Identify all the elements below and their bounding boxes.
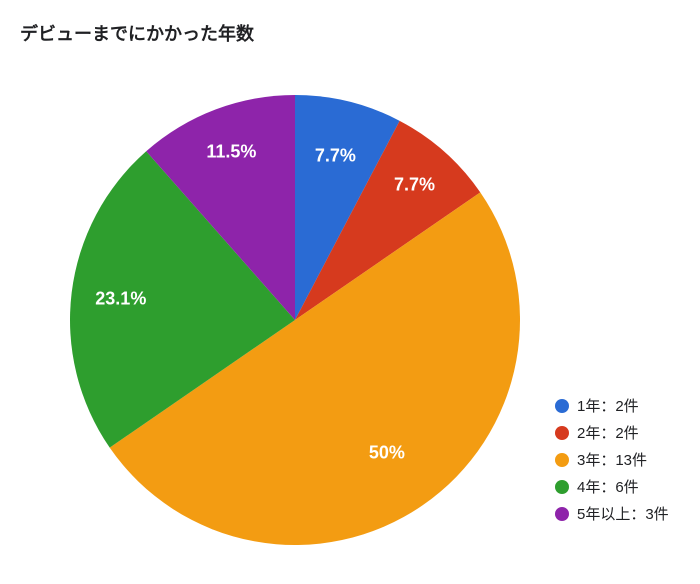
slice-label: 7.7% bbox=[315, 146, 356, 167]
legend-swatch bbox=[555, 399, 569, 413]
slice-label: 7.7% bbox=[394, 175, 435, 196]
legend-swatch bbox=[555, 480, 569, 494]
legend-label: 5年以上：3件 bbox=[577, 503, 669, 524]
legend-label: 3年：13件 bbox=[577, 449, 647, 470]
legend-label: 1年：2件 bbox=[577, 395, 639, 416]
slice-label: 50% bbox=[369, 443, 405, 464]
legend-item: 5年以上：3件 bbox=[555, 503, 669, 524]
chart-title: デビューまでにかかった年数 bbox=[20, 20, 254, 46]
legend-swatch bbox=[555, 453, 569, 467]
legend: 1年：2件 2年：2件 3年：13件 4年：6件 5年以上：3件 bbox=[555, 395, 669, 530]
legend-label: 2年：2件 bbox=[577, 422, 639, 443]
legend-item: 4年：6件 bbox=[555, 476, 669, 497]
legend-swatch bbox=[555, 507, 569, 521]
legend-swatch bbox=[555, 426, 569, 440]
legend-item: 1年：2件 bbox=[555, 395, 669, 416]
legend-item: 2年：2件 bbox=[555, 422, 669, 443]
chart-container: { "chart": { "type": "pie", "title": "デビ… bbox=[0, 0, 700, 584]
pie-chart: 7.7% 7.7% 50% 23.1% 11.5% bbox=[70, 95, 520, 545]
pie-svg bbox=[70, 95, 520, 545]
legend-label: 4年：6件 bbox=[577, 476, 639, 497]
legend-item: 3年：13件 bbox=[555, 449, 669, 470]
slice-label: 23.1% bbox=[95, 288, 146, 309]
slice-label: 11.5% bbox=[206, 141, 256, 162]
